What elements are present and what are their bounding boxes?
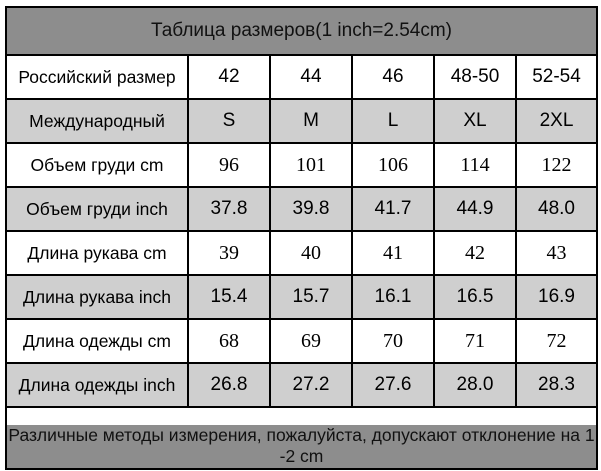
row-label: Длина рукава cm xyxy=(7,230,189,276)
size-table: Российский размер 42 44 46 48-50 52-54 Междуна… xyxy=(7,56,596,408)
table-cell: 122 xyxy=(515,142,596,188)
table-cell: 72 xyxy=(515,318,596,364)
table-cell: 70 xyxy=(351,318,435,364)
table-cell: 15.4 xyxy=(187,274,271,320)
table-cell: 15.7 xyxy=(269,274,353,320)
table-cell: 69 xyxy=(269,318,353,364)
measurement-note: Различные методы измерения, пожалуйста, … xyxy=(7,425,596,468)
size-table-body: Российский размер 42 44 46 48-50 52-54 Междуна… xyxy=(7,56,596,408)
table-cell: 28.3 xyxy=(515,362,596,408)
table-cell: XL xyxy=(433,98,517,144)
row-label: Международный xyxy=(7,98,189,144)
table-row: Длина одежды inch 26.8 27.2 27.6 28.0 28.3 xyxy=(7,362,596,408)
table-cell: 44.9 xyxy=(433,186,517,232)
table-cell: 114 xyxy=(433,142,517,188)
table-cell: 48-50 xyxy=(433,56,517,100)
row-label: Объем груди inch xyxy=(7,186,189,232)
table-row: Международный S M L XL 2XL xyxy=(7,98,596,144)
table-cell: 39.8 xyxy=(269,186,353,232)
table-cell: 101 xyxy=(269,142,353,188)
table-title: Таблица размеров(1 inch=2.54cm) xyxy=(7,8,596,56)
table-cell: 16.1 xyxy=(351,274,435,320)
row-label: Длина одежды cm xyxy=(7,318,189,364)
size-chart: Таблица размеров(1 inch=2.54cm) Российск… xyxy=(5,6,598,470)
table-row: Российский размер 42 44 46 48-50 52-54 xyxy=(7,56,596,100)
table-cell: 42 xyxy=(433,230,517,276)
table-row: Длина рукава inch 15.4 15.7 16.1 16.5 16.9 xyxy=(7,274,596,320)
table-cell: 71 xyxy=(433,318,517,364)
row-label: Длина рукава inch xyxy=(7,274,189,320)
table-cell: 37.8 xyxy=(187,186,271,232)
table-cell: 44 xyxy=(269,56,353,100)
table-cell: 46 xyxy=(351,56,435,100)
table-cell: 28.0 xyxy=(433,362,517,408)
table-cell: 106 xyxy=(351,142,435,188)
table-row: Объем груди cm 96 101 106 114 122 xyxy=(7,142,596,188)
table-row: Длина одежды cm 68 69 70 71 72 xyxy=(7,318,596,364)
table-cell: 2XL xyxy=(515,98,596,144)
table-cell: M xyxy=(269,98,353,144)
table-cell: 42 xyxy=(187,56,271,100)
table-cell: 96 xyxy=(187,142,271,188)
table-row: Длина рукава cm 39 40 41 42 43 xyxy=(7,230,596,276)
table-cell: 16.9 xyxy=(515,274,596,320)
row-label: Объем груди cm xyxy=(7,142,189,188)
table-cell: 16.5 xyxy=(433,274,517,320)
table-cell: S xyxy=(187,98,271,144)
table-cell: 27.2 xyxy=(269,362,353,408)
table-cell: 68 xyxy=(187,318,271,364)
table-cell: L xyxy=(351,98,435,144)
table-cell: 48.0 xyxy=(515,186,596,232)
table-cell: 52-54 xyxy=(515,56,596,100)
table-cell: 43 xyxy=(515,230,596,276)
table-cell: 27.6 xyxy=(351,362,435,408)
table-cell: 40 xyxy=(269,230,353,276)
table-cell: 41.7 xyxy=(351,186,435,232)
table-cell: 26.8 xyxy=(187,362,271,408)
row-label: Длина одежды inch xyxy=(7,362,189,408)
table-cell: 41 xyxy=(351,230,435,276)
table-row: Объем груди inch 37.8 39.8 41.7 44.9 48.0 xyxy=(7,186,596,232)
table-cell: 39 xyxy=(187,230,271,276)
row-label: Российский размер xyxy=(7,56,189,100)
